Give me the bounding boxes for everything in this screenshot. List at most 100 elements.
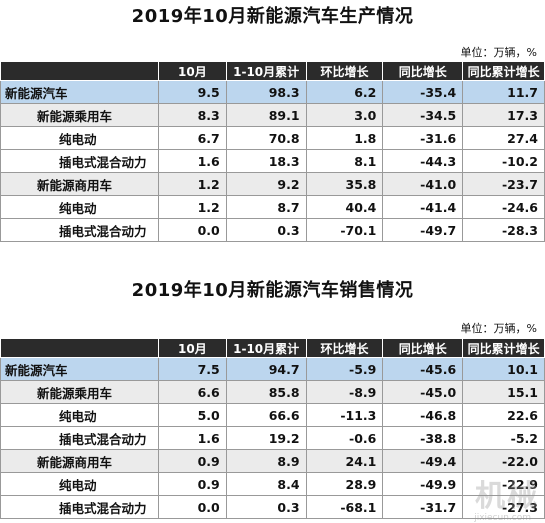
cell-month: 0.0 [157,495,227,519]
table-row: 新能源商用车 1.2 9.2 35.8 -41.0 -23.7 [0,172,545,196]
table-row: 新能源乘用车 6.6 85.8 -8.9 -45.0 15.1 [0,380,545,404]
cell-ytd: 8.7 [225,195,307,219]
cell-ytd-yoy: -24.6 [462,195,545,219]
row-label: 插电式混合动力 [0,426,159,450]
cell-mom: -70.1 [305,218,384,242]
cell-ytd-yoy: 22.6 [462,403,545,427]
cell-month: 5.0 [157,403,227,427]
cell-yoy: -41.4 [382,195,464,219]
table-row: 插电式混合动力 0.0 0.3 -68.1 -31.7 -27.3 [0,495,545,519]
cell-mom: 28.9 [305,472,384,496]
cell-mom: -5.9 [305,357,384,381]
row-label: 纯电动 [0,472,159,496]
table-row: 新能源商用车 0.9 8.9 24.1 -49.4 -22.0 [0,449,545,473]
sales-header-name [0,339,159,358]
cell-mom: -0.6 [305,426,384,450]
cell-month: 0.9 [157,472,227,496]
cell-month: 1.2 [157,172,227,196]
cell-month: 1.6 [157,426,227,450]
cell-ytd: 8.9 [225,449,307,473]
production-header-name [0,62,159,81]
cell-yoy: -45.6 [382,357,464,381]
cell-ytd-yoy: -27.3 [462,495,545,519]
cell-ytd-yoy: 10.1 [462,357,545,381]
sales-header-ytd: 1-10月累计 [225,339,307,358]
cell-yoy: -49.4 [382,449,464,473]
row-label: 新能源汽车 [0,357,159,381]
cell-mom: 40.4 [305,195,384,219]
cell-ytd-yoy: 11.7 [462,80,545,104]
row-label: 新能源商用车 [0,449,159,473]
cell-month: 0.0 [157,218,227,242]
cell-yoy: -41.0 [382,172,464,196]
cell-month: 8.3 [157,103,227,127]
sales-header-month: 10月 [157,339,227,358]
sales-header-row: 10月 1-10月累计 环比增长 同比增长 同比累计增长 [0,339,545,358]
production-header-ytd-yoy: 同比累计增长 [462,62,545,81]
table-row: 纯电动 6.7 70.8 1.8 -31.6 27.4 [0,126,545,150]
cell-ytd-yoy: 15.1 [462,380,545,404]
cell-yoy: -38.8 [382,426,464,450]
cell-ytd: 66.6 [225,403,307,427]
cell-mom: 1.8 [305,126,384,150]
cell-yoy: -45.0 [382,380,464,404]
row-label: 纯电动 [0,403,159,427]
sales-header-yoy: 同比增长 [382,339,464,358]
cell-mom: 6.2 [305,80,384,104]
row-label: 插电式混合动力 [0,495,159,519]
cell-yoy: -31.7 [382,495,464,519]
cell-yoy: -49.9 [382,472,464,496]
cell-yoy: -34.5 [382,103,464,127]
watermark: 机械 [475,479,539,514]
cell-mom: 35.8 [305,172,384,196]
cell-ytd-yoy: -22.0 [462,449,545,473]
cell-ytd: 89.1 [225,103,307,127]
row-label: 插电式混合动力 [0,149,159,173]
sales-header-ytd-yoy: 同比累计增长 [462,339,545,358]
sales-header-mom: 环比增长 [305,339,384,358]
cell-ytd-yoy: 27.4 [462,126,545,150]
cell-yoy: -46.8 [382,403,464,427]
production-header-ytd: 1-10月累计 [225,62,307,81]
cell-ytd: 8.4 [225,472,307,496]
production-header-month: 10月 [157,62,227,81]
cell-ytd-yoy: -22.9 [462,472,545,496]
row-label: 新能源汽车 [0,80,159,104]
table-row: 新能源乘用车 8.3 89.1 3.0 -34.5 17.3 [0,103,545,127]
row-label: 新能源商用车 [0,172,159,196]
cell-mom: -8.9 [305,380,384,404]
row-label: 纯电动 [0,195,159,219]
table-row: 插电式混合动力 0.0 0.3 -70.1 -49.7 -28.3 [0,218,545,242]
cell-month: 7.5 [157,357,227,381]
cell-ytd: 70.8 [225,126,307,150]
production-table: 10月 1-10月累计 环比增长 同比增长 同比累计增长 新能源汽车 9.5 9… [0,62,545,242]
cell-mom: 8.1 [305,149,384,173]
cell-mom: -68.1 [305,495,384,519]
production-header-row: 10月 1-10月累计 环比增长 同比增长 同比累计增长 [0,62,545,81]
table-row: 插电式混合动力 1.6 19.2 -0.6 -38.8 -5.2 [0,426,545,450]
table-row: 纯电动 0.9 8.4 28.9 -49.9 -22.9 [0,472,545,496]
cell-ytd-yoy: -23.7 [462,172,545,196]
cell-ytd-yoy: -28.3 [462,218,545,242]
table-row: 纯电动 5.0 66.6 -11.3 -46.8 22.6 [0,403,545,427]
cell-mom: 24.1 [305,449,384,473]
table-row: 纯电动 1.2 8.7 40.4 -41.4 -24.6 [0,195,545,219]
sales-title: 2019年10月新能源汽车销售情况 [131,280,414,301]
sales-table: 10月 1-10月累计 环比增长 同比增长 同比累计增长 新能源汽车 7.5 9… [0,339,545,519]
row-label: 纯电动 [0,126,159,150]
cell-ytd-yoy: -5.2 [462,426,545,450]
production-title: 2019年10月新能源汽车生产情况 [131,6,414,27]
cell-month: 0.9 [157,449,227,473]
production-header-mom: 环比增长 [305,62,384,81]
cell-mom: 3.0 [305,103,384,127]
table-row: 新能源汽车 7.5 94.7 -5.9 -45.6 10.1 [0,357,545,381]
cell-yoy: -44.3 [382,149,464,173]
cell-yoy: -35.4 [382,80,464,104]
row-label: 新能源乘用车 [0,103,159,127]
cell-ytd: 0.3 [225,218,307,242]
watermark-url: jixiecun.com [474,513,531,523]
cell-month: 6.6 [157,380,227,404]
cell-ytd: 94.7 [225,357,307,381]
cell-ytd-yoy: -10.2 [462,149,545,173]
cell-yoy: -49.7 [382,218,464,242]
